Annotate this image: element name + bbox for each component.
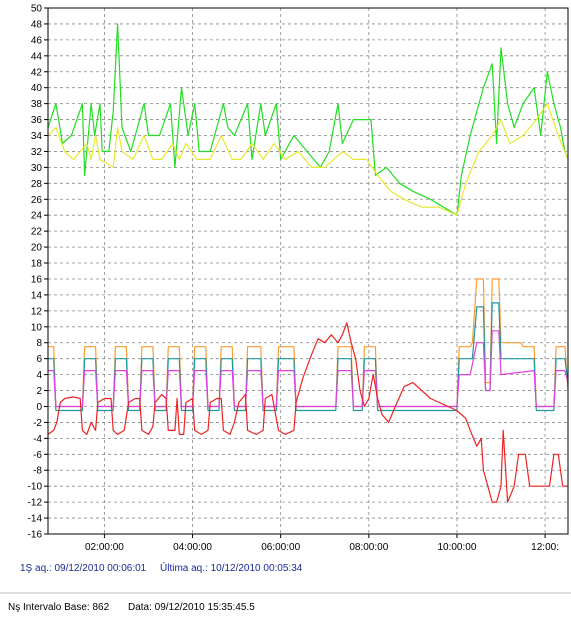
y-tick-label: 36 [31, 115, 43, 126]
plot-frame [47, 7, 569, 535]
axis-layer [44, 7, 569, 538]
y-tick-label: 40 [31, 83, 43, 94]
y-tick-label: 42 [31, 67, 43, 78]
y-tick-label: -16 [28, 530, 43, 541]
first-acquisition-label: 1Ş aq.: 09/12/2010 00:06:01 [20, 563, 147, 574]
y-tick-label: 16 [31, 274, 43, 285]
series-line-green [48, 23, 568, 216]
y-tick-label: 14 [31, 290, 43, 301]
y-tick-label: -14 [28, 514, 43, 525]
y-tick-label: 32 [31, 147, 43, 158]
y-tick-label: 38 [31, 99, 43, 110]
y-tick-label: 8 [36, 338, 42, 349]
last-acquisition-label: Última aq.: 10/12/2010 00:05:34 [160, 561, 303, 574]
y-tick-label: -2 [33, 418, 42, 429]
y-tick-label: -4 [33, 434, 42, 445]
y-tick-label: 48 [31, 19, 43, 30]
y-tick-label: 46 [31, 35, 43, 46]
x-tick-labels: 02:00:00 04:00:00 06:00:00 08:00:00 10:00:00… [85, 542, 559, 553]
status-date-label: Data: 09/12/2010 15:35:45.5 [128, 602, 255, 613]
series-line-yellow [48, 102, 568, 216]
y-tick-label: 18 [31, 259, 43, 270]
x-tick-label: 04:00:00 [173, 542, 212, 553]
y-tick-label: 24 [31, 211, 43, 222]
y-tick-label: 12 [31, 306, 43, 317]
y-tick-label: -12 [28, 498, 43, 509]
x-tick-label: 02:00:00 [85, 542, 124, 553]
y-tick-label: 28 [31, 179, 43, 190]
y-tick-label: 0 [36, 402, 42, 413]
y-tick-label: 44 [31, 51, 43, 62]
y-tick-label: 50 [31, 4, 43, 15]
y-tick-label: 26 [31, 195, 43, 206]
y-tick-label: 2 [36, 386, 42, 397]
x-tick-label: 12:00: [531, 542, 559, 553]
series-line-red [48, 322, 568, 503]
series-layer [48, 23, 568, 503]
y-tick-label: -6 [33, 450, 42, 461]
grid-layer [48, 7, 568, 535]
y-tick-labels: -16-14-12-10-8-6-4-202468101214161820222… [28, 4, 43, 541]
x-tick-label: 10:00:00 [437, 542, 476, 553]
series-line-magenta [48, 330, 568, 408]
y-tick-label: 22 [31, 227, 43, 238]
base-interval-label: Nş Intervalo Base: 862 [8, 602, 110, 613]
y-tick-label: -10 [28, 482, 43, 493]
y-tick-label: 20 [31, 243, 43, 254]
y-tick-label: 30 [31, 163, 43, 174]
y-tick-label: -8 [33, 466, 42, 477]
x-tick-label: 08:00:00 [349, 542, 388, 553]
y-tick-label: 4 [36, 370, 42, 381]
y-tick-label: 10 [31, 322, 43, 333]
y-tick-label: 6 [36, 354, 42, 365]
y-tick-label: 34 [31, 131, 43, 142]
x-tick-label: 06:00:00 [261, 542, 300, 553]
